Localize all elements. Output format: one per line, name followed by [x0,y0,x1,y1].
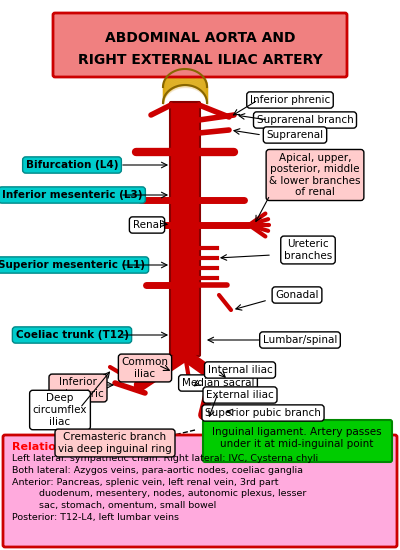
Text: Suprarenal: Suprarenal [266,130,324,140]
Text: External iliac: External iliac [206,390,274,400]
Text: Superior mesenteric (L1): Superior mesenteric (L1) [0,260,146,270]
Text: Gonadal: Gonadal [275,290,319,300]
Text: Suprarenal branch: Suprarenal branch [257,115,353,125]
Text: Relations of aorta: Relations of aorta [12,442,124,452]
Text: Inguinal ligament. Artery passes
under it at mid-inguinal point: Inguinal ligament. Artery passes under i… [212,427,382,449]
Text: Renal: Renal [132,220,162,230]
Text: Ureteric
branches: Ureteric branches [284,239,332,261]
Text: ABDOMINAL AORTA AND: ABDOMINAL AORTA AND [105,31,295,45]
Text: Inferior phrenic: Inferior phrenic [250,95,330,105]
Text: RIGHT EXTERNAL ILIAC ARTERY: RIGHT EXTERNAL ILIAC ARTERY [78,53,322,67]
Text: Internal iliac: Internal iliac [208,365,272,375]
Text: Bifurcation (L4): Bifurcation (L4) [26,160,118,170]
Text: Cremasteric branch
via deep inguinal ring: Cremasteric branch via deep inguinal rin… [58,432,172,454]
Text: Coeliac trunk (T12): Coeliac trunk (T12) [16,330,128,340]
FancyBboxPatch shape [170,102,200,356]
Text: Common
iliac: Common iliac [122,357,168,379]
Text: Median sacral: Median sacral [182,378,254,388]
Text: Left lateral: sympathetic chain. Right lateral: IVC, Cysterna chyli
Both lateral: Left lateral: sympathetic chain. Right l… [12,454,318,522]
FancyBboxPatch shape [3,435,397,547]
Text: Inferior
epigastric: Inferior epigastric [52,377,104,399]
Text: Apical, upper,
posterior, middle
& lower branches
of renal: Apical, upper, posterior, middle & lower… [269,152,361,197]
Text: Lumbar/spinal: Lumbar/spinal [263,335,337,345]
Text: Inferior mesenteric (L3): Inferior mesenteric (L3) [2,190,142,200]
FancyBboxPatch shape [203,420,392,462]
Text: Superior pubic branch: Superior pubic branch [205,408,321,418]
FancyBboxPatch shape [53,13,347,77]
Text: Deep
circumflex
iliac: Deep circumflex iliac [33,393,87,427]
